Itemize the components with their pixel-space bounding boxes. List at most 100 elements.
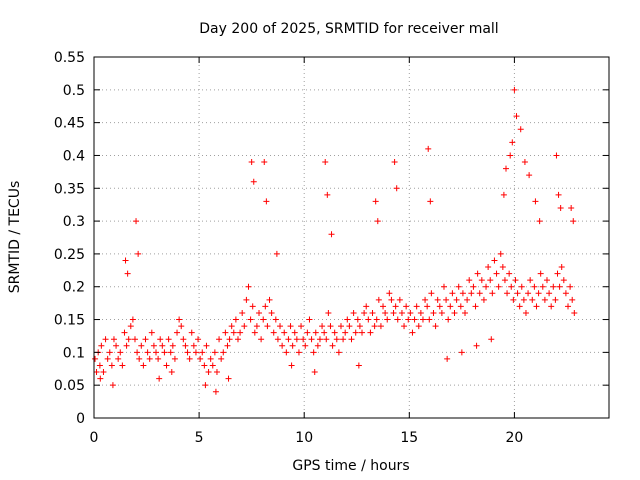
- data-point: [451, 309, 458, 316]
- data-point: [134, 349, 141, 356]
- data-point: [535, 290, 542, 297]
- data-point: [499, 264, 506, 271]
- data-point: [525, 290, 532, 297]
- data-point: [228, 323, 235, 330]
- data-point: [113, 342, 120, 349]
- data-point: [163, 362, 170, 369]
- data-point: [422, 296, 429, 303]
- data-point: [263, 198, 270, 205]
- data-point: [250, 178, 257, 185]
- data-point: [249, 303, 256, 310]
- data-point: [300, 336, 307, 343]
- data-point: [168, 369, 175, 376]
- y-tick-label: 0.2: [63, 280, 85, 296]
- data-point: [434, 296, 441, 303]
- data-point: [510, 296, 517, 303]
- data-point: [298, 323, 305, 330]
- data-point: [361, 309, 368, 316]
- data-point: [138, 342, 145, 349]
- y-tick-label: 0.45: [54, 116, 85, 132]
- data-point: [518, 283, 525, 290]
- data-point: [355, 362, 362, 369]
- data-point: [174, 329, 181, 336]
- data-point: [135, 250, 142, 257]
- data-point: [133, 218, 140, 225]
- data-point: [329, 342, 336, 349]
- data-point: [108, 362, 115, 369]
- y-tick-label: 0.35: [54, 181, 85, 197]
- data-point: [447, 303, 454, 310]
- data-point: [245, 283, 252, 290]
- data-point: [348, 336, 355, 343]
- data-point: [427, 198, 434, 205]
- data-point: [531, 283, 538, 290]
- data-point: [123, 342, 130, 349]
- x-tick-label: 5: [195, 430, 204, 446]
- data-point: [380, 303, 387, 310]
- data-point: [157, 336, 164, 343]
- data-point: [506, 270, 513, 277]
- data-point: [504, 290, 511, 297]
- data-point: [480, 296, 487, 303]
- data-point: [493, 270, 500, 277]
- data-point: [295, 349, 302, 356]
- x-tick-label: 20: [505, 430, 523, 446]
- data-point: [374, 218, 381, 225]
- data-point: [293, 336, 300, 343]
- data-point: [169, 342, 176, 349]
- data-point: [243, 296, 250, 303]
- data-point: [500, 191, 507, 198]
- data-point: [253, 323, 260, 330]
- data-point: [110, 336, 117, 343]
- data-point: [93, 369, 100, 376]
- data-point: [487, 277, 494, 284]
- data-point: [264, 323, 271, 330]
- data-point: [503, 165, 509, 172]
- data-point: [266, 296, 273, 303]
- data-point: [184, 349, 191, 356]
- data-point: [375, 296, 382, 303]
- data-point: [258, 336, 265, 343]
- data-point: [304, 329, 311, 336]
- data-point: [312, 329, 319, 336]
- data-point: [344, 316, 351, 323]
- data-point: [440, 283, 447, 290]
- data-point: [393, 185, 400, 192]
- plot-frame: [93, 56, 610, 419]
- data-point: [224, 342, 231, 349]
- data-point: [570, 218, 577, 225]
- data-point: [237, 329, 244, 336]
- data-point: [314, 342, 321, 349]
- data-point: [127, 323, 134, 330]
- y-tick-label: 0.15: [54, 313, 85, 329]
- data-point: [407, 309, 414, 316]
- data-point: [516, 303, 523, 310]
- data-point: [178, 323, 185, 330]
- data-point: [279, 342, 286, 349]
- data-point: [466, 277, 473, 284]
- data-point: [153, 349, 160, 356]
- data-point: [97, 375, 104, 382]
- data-point: [321, 329, 328, 336]
- data-point: [391, 159, 398, 166]
- y-tick-label: 0.4: [63, 148, 85, 164]
- data-point: [125, 336, 132, 343]
- data-point: [310, 349, 317, 356]
- data-point: [342, 329, 349, 336]
- data-point: [533, 303, 540, 310]
- data-point: [426, 316, 433, 323]
- data-point: [478, 277, 485, 284]
- data-point: [520, 296, 527, 303]
- data-point: [122, 257, 129, 264]
- data-point: [373, 316, 380, 323]
- data-point: [507, 152, 514, 159]
- y-tick-label: 0.25: [54, 247, 85, 263]
- data-point: [488, 336, 495, 343]
- data-point: [203, 342, 210, 349]
- data-point: [216, 336, 223, 343]
- data-point: [146, 355, 153, 362]
- data-point: [270, 329, 277, 336]
- data-point: [553, 152, 560, 159]
- data-point: [96, 362, 103, 369]
